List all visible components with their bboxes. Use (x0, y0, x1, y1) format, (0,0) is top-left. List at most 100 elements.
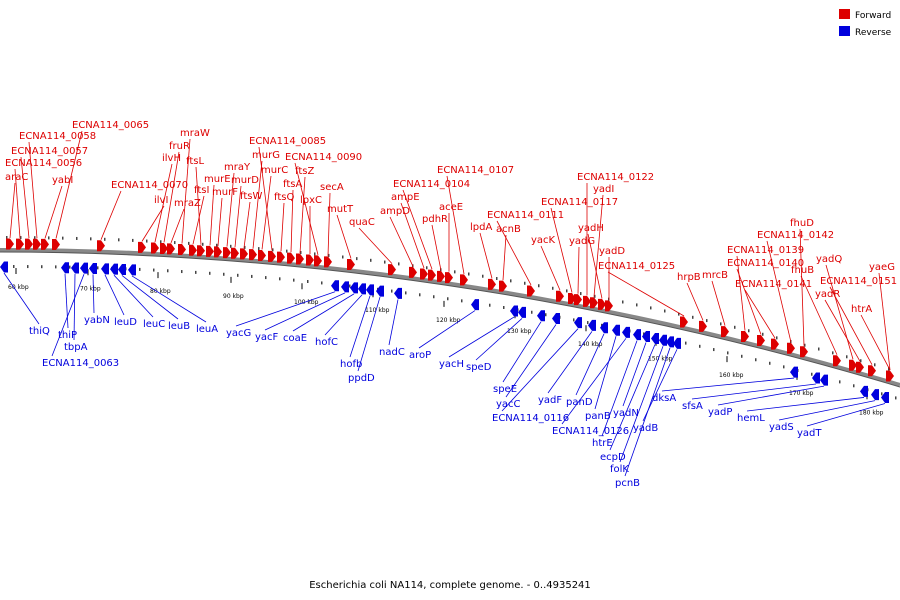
gene-label-ilvh: ilvH (162, 153, 181, 164)
reverse-feature (600, 322, 608, 334)
leader-line (800, 275, 838, 355)
minor-tick (160, 240, 162, 244)
minor-tick (699, 344, 701, 348)
forward-feature (868, 365, 876, 377)
forward-feature (757, 335, 765, 347)
leader-line (389, 216, 414, 267)
reverse-feature (790, 366, 798, 378)
reverse-feature (350, 282, 358, 294)
gene-label-ecna114-0151: ECNA114_0151 (820, 276, 897, 287)
gene-label-arop: aroP (409, 350, 431, 361)
leader-line (824, 299, 861, 362)
gene-label-yadf: yadF (538, 395, 562, 406)
gene-label-yadp: yadP (708, 407, 732, 418)
gene-label-yads: yadS (769, 422, 794, 433)
gene-label-fhub: fhuB (791, 265, 814, 276)
tick-label-140-kbp: 140 kbp (578, 341, 603, 348)
minor-tick (706, 319, 708, 323)
leader-line (587, 233, 603, 299)
forward-feature (437, 270, 445, 282)
leader-line (170, 208, 185, 244)
gene-label-dksa: dksA (652, 393, 676, 404)
minor-tick (419, 293, 421, 297)
forward-feature (223, 247, 231, 259)
leader-line (243, 201, 251, 248)
leader-line (686, 282, 704, 321)
forward-feature (189, 244, 197, 256)
minor-tick (692, 315, 694, 319)
minor-tick (6, 236, 8, 240)
forward-feature (160, 242, 168, 254)
gene-label-acee: aceE (439, 202, 463, 213)
minor-tick (524, 281, 526, 285)
gene-label-yabi: yabI (52, 175, 73, 186)
minor-tick (314, 252, 316, 256)
gene-label-ilvi: ilvI (154, 195, 168, 206)
minor-tick (510, 279, 512, 283)
minor-tick (755, 358, 757, 362)
reverse-feature (642, 331, 650, 343)
forward-feature (445, 272, 453, 284)
minor-tick (139, 267, 141, 271)
gene-label-ecna114-0111: ECNA114_0111 (487, 210, 564, 221)
minor-tick (874, 363, 876, 367)
forward-feature (420, 268, 428, 280)
leader-line (400, 202, 425, 269)
forward-feature (268, 250, 276, 262)
minor-tick (741, 354, 743, 358)
gene-label-pand: panD (566, 397, 593, 408)
minor-tick (839, 380, 841, 384)
leader-line (402, 189, 433, 270)
minor-tick (188, 241, 190, 245)
reverse-feature (588, 319, 596, 331)
leader-line (141, 205, 165, 242)
minor-tick (895, 396, 897, 400)
forward-feature (306, 254, 314, 266)
gene-label-yadd: yadD (599, 246, 625, 257)
minor-tick (356, 257, 358, 261)
leader-line (14, 168, 21, 239)
minor-tick (69, 265, 71, 269)
forward-feature (488, 278, 496, 290)
leader-line (619, 346, 664, 463)
minor-tick (153, 268, 155, 272)
leader-line (799, 228, 805, 346)
minor-tick (594, 294, 596, 298)
leader-line (778, 400, 876, 421)
minor-tick (384, 260, 386, 264)
leader-line (502, 234, 507, 281)
forward-feature (16, 238, 24, 250)
gene-label-yacg: yacG (226, 328, 251, 339)
reverse-feature (331, 280, 339, 292)
forward-feature (277, 251, 285, 263)
leader-line (324, 294, 363, 336)
leader-line (51, 274, 85, 357)
gene-label-mraw: mraW (180, 128, 210, 139)
minor-tick (531, 310, 533, 314)
forward-feature (499, 280, 507, 292)
gene-label-ecna114-0141: ECNA114_0141 (735, 279, 812, 290)
forward-feature (347, 259, 355, 271)
gene-label-ecna114-0122: ECNA114_0122 (577, 172, 654, 183)
leader-line (234, 185, 242, 248)
minor-tick (244, 245, 246, 249)
legend-forward-swatch (839, 9, 850, 19)
minor-tick (20, 236, 22, 240)
forward-feature (856, 361, 864, 373)
forward-feature (214, 246, 222, 258)
leader-line (217, 197, 223, 246)
reverse-feature (518, 306, 526, 318)
legend-reverse-swatch (839, 26, 850, 36)
minor-tick (258, 247, 260, 251)
minor-tick (776, 336, 778, 340)
gene-label-sped: speD (466, 362, 492, 373)
gene-label-pdhr: pdhR (422, 214, 448, 225)
minor-tick (538, 284, 540, 288)
minor-tick (811, 372, 813, 376)
leader-line (766, 240, 792, 343)
minor-tick (41, 265, 43, 269)
minor-tick (853, 384, 855, 388)
leader-line (744, 289, 776, 339)
leader-line (547, 331, 593, 394)
